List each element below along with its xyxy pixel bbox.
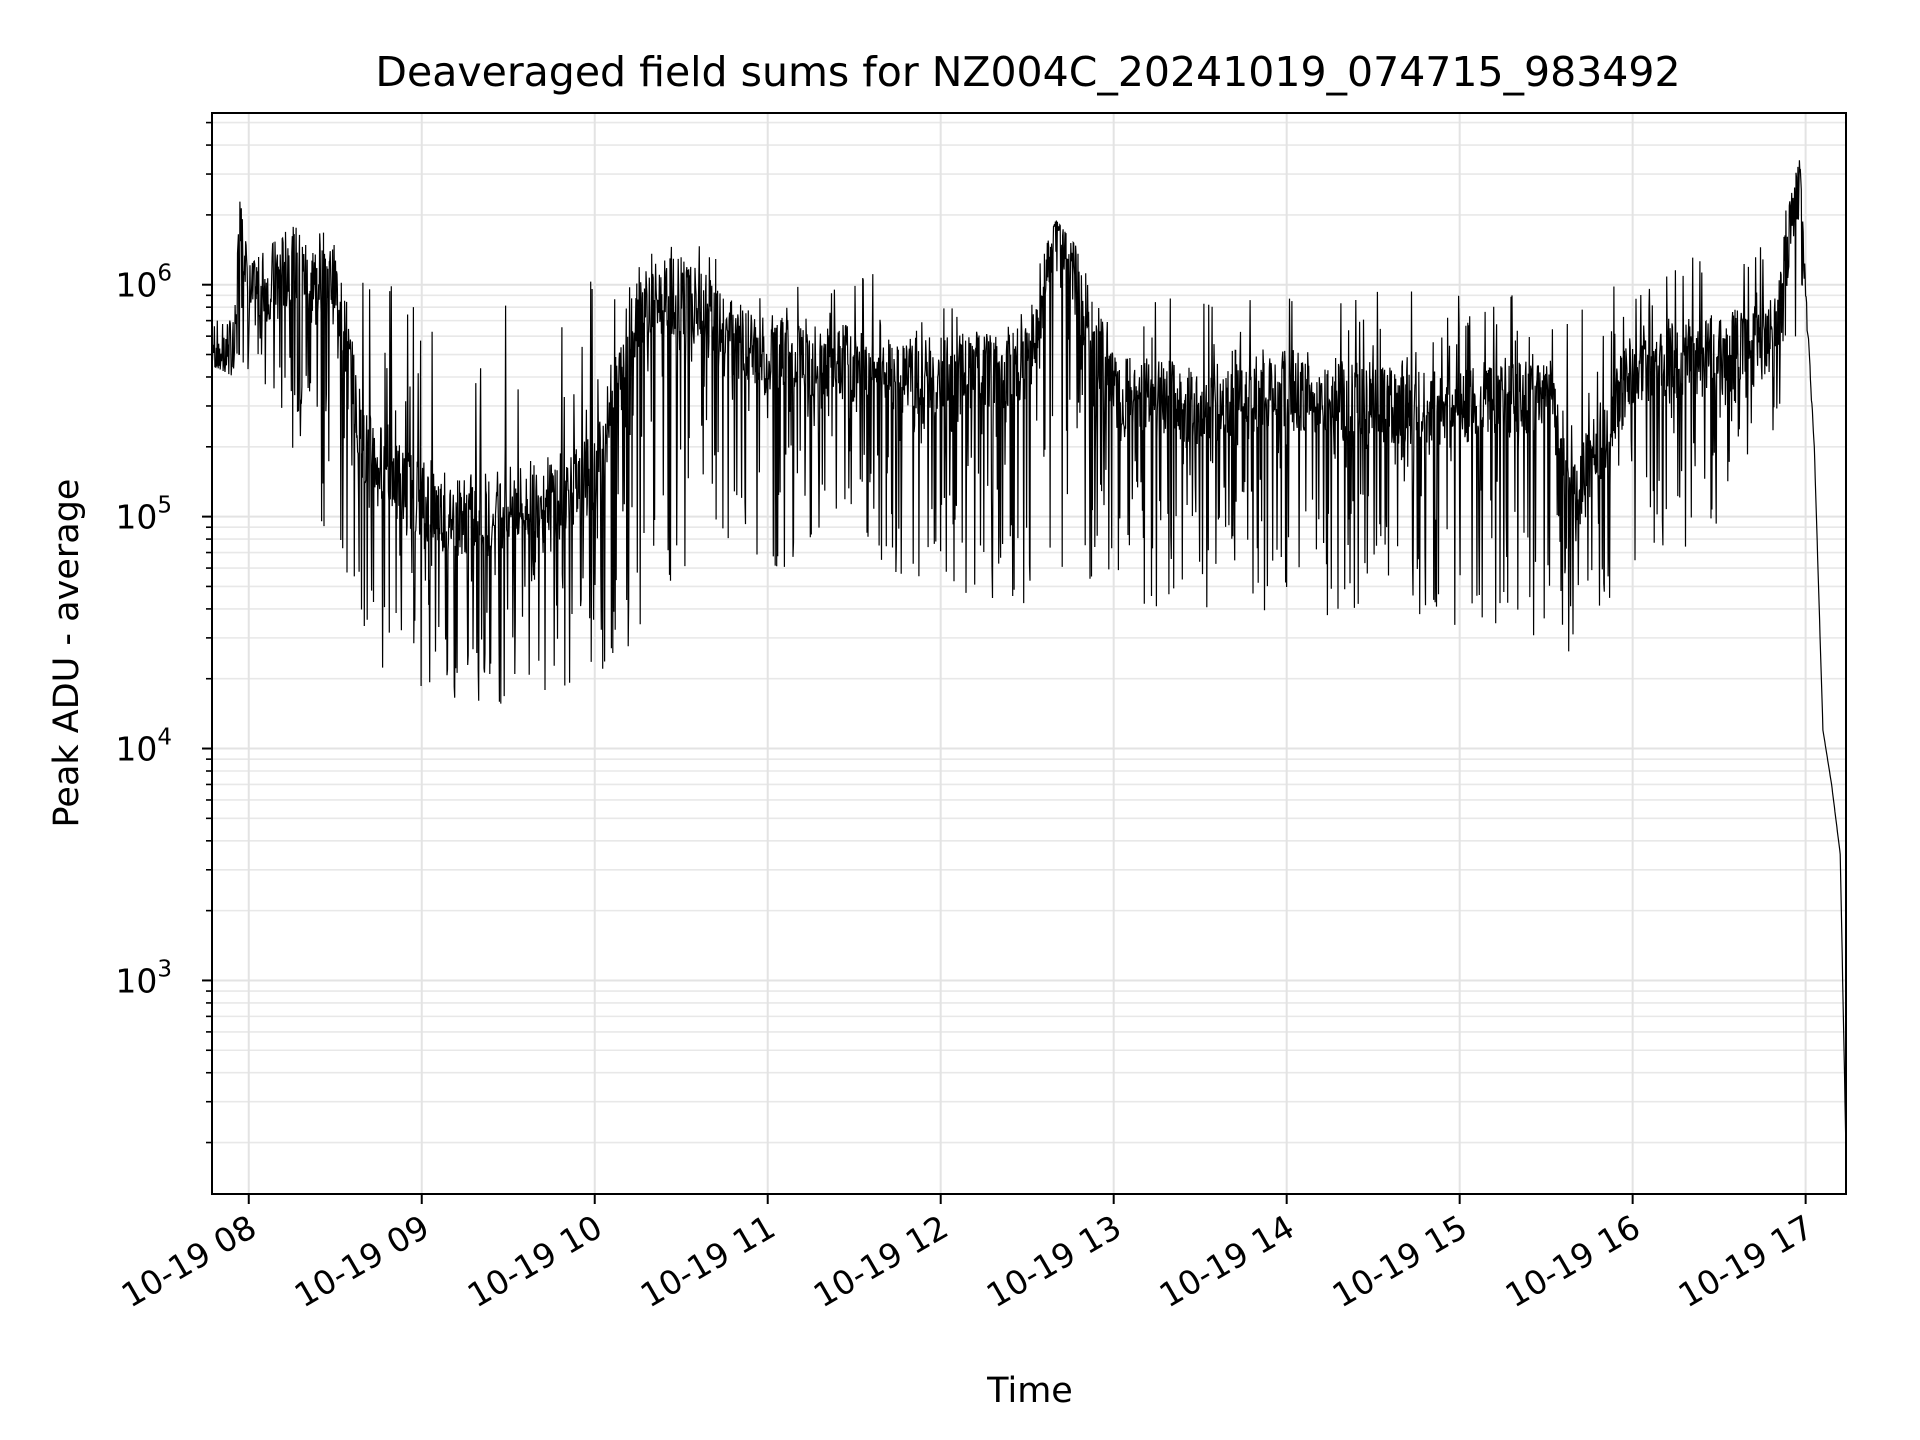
x-tick-label: 10-19 10	[461, 1207, 609, 1315]
y-axis: 103 104 105 106	[115, 121, 212, 1144]
x-tick-label: 10-19 17	[1672, 1207, 1820, 1315]
x-tick-label: 10-19 12	[807, 1207, 955, 1315]
chart-title: Deaveraged field sums for NZ004C_2024101…	[375, 48, 1680, 96]
series-line	[211, 160, 1847, 1154]
y-tick-label: 103	[115, 956, 172, 1000]
x-axis-label: Time	[986, 1371, 1073, 1411]
y-tick-label: 105	[115, 493, 172, 537]
x-tick-label: 10-19 13	[980, 1207, 1128, 1315]
y-tick-label: 104	[115, 725, 172, 769]
y-axis-label: Peak ADU - average	[47, 479, 87, 828]
x-tick-label: 10-19 14	[1153, 1207, 1301, 1315]
x-tick-label: 10-19 11	[634, 1207, 782, 1315]
plot-area	[211, 160, 1847, 1154]
x-axis: 10-19 08 10-19 09 10-19 10 10-19 11 10-19 12…	[115, 1194, 1820, 1315]
x-tick-label: 10-19 16	[1499, 1207, 1647, 1315]
x-tick-label: 10-19 09	[288, 1207, 436, 1315]
x-tick-label: 10-19 15	[1326, 1207, 1474, 1315]
x-tick-label: 10-19 08	[115, 1207, 263, 1315]
y-tick-label: 106	[115, 261, 172, 305]
plot-frame	[211, 112, 1847, 1195]
